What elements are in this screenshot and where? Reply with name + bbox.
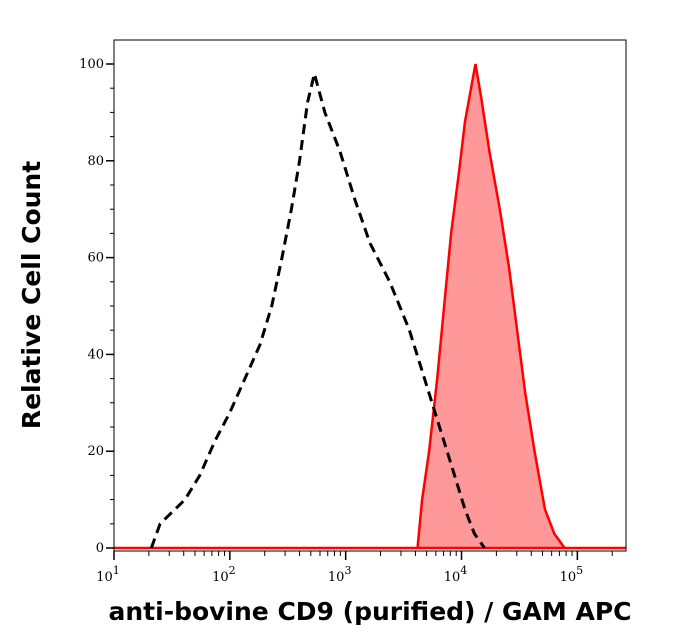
y-axis-label: Relative Cell Count: [17, 161, 46, 429]
y-tick-label: 20: [87, 444, 104, 459]
y-tick-label: 0: [96, 541, 104, 556]
y-tick-label: 80: [87, 154, 104, 169]
series-area-line: [416, 63, 566, 549]
y-tick-label: 60: [87, 251, 104, 266]
plot-area: [113, 39, 627, 552]
x-tick-label: 103: [328, 564, 352, 585]
x-tick-exponent: 5: [576, 564, 583, 577]
x-tick-label: 104: [444, 564, 468, 585]
x-tick-label: 101: [96, 564, 120, 585]
x-axis: 101 102 103 104 105: [96, 551, 613, 585]
series-dashed-line: [149, 73, 486, 549]
x-tick-exponent: 4: [460, 564, 467, 577]
y-tick-label: 100: [79, 57, 104, 72]
y-axis: 0 20 40 60 80 100: [79, 57, 114, 556]
x-tick-exponent: 3: [344, 564, 351, 577]
plot-frame: [113, 39, 627, 552]
y-tick-label: 40: [87, 347, 104, 362]
x-tick-exponent: 1: [113, 564, 120, 577]
x-axis-label: anti-bovine CD9 (purified) / GAM APC: [109, 597, 632, 626]
x-tick-exponent: 2: [229, 564, 236, 577]
x-tick-label: 105: [560, 564, 584, 585]
x-tick-label: 102: [212, 564, 236, 585]
series-area-fill: [417, 64, 565, 548]
